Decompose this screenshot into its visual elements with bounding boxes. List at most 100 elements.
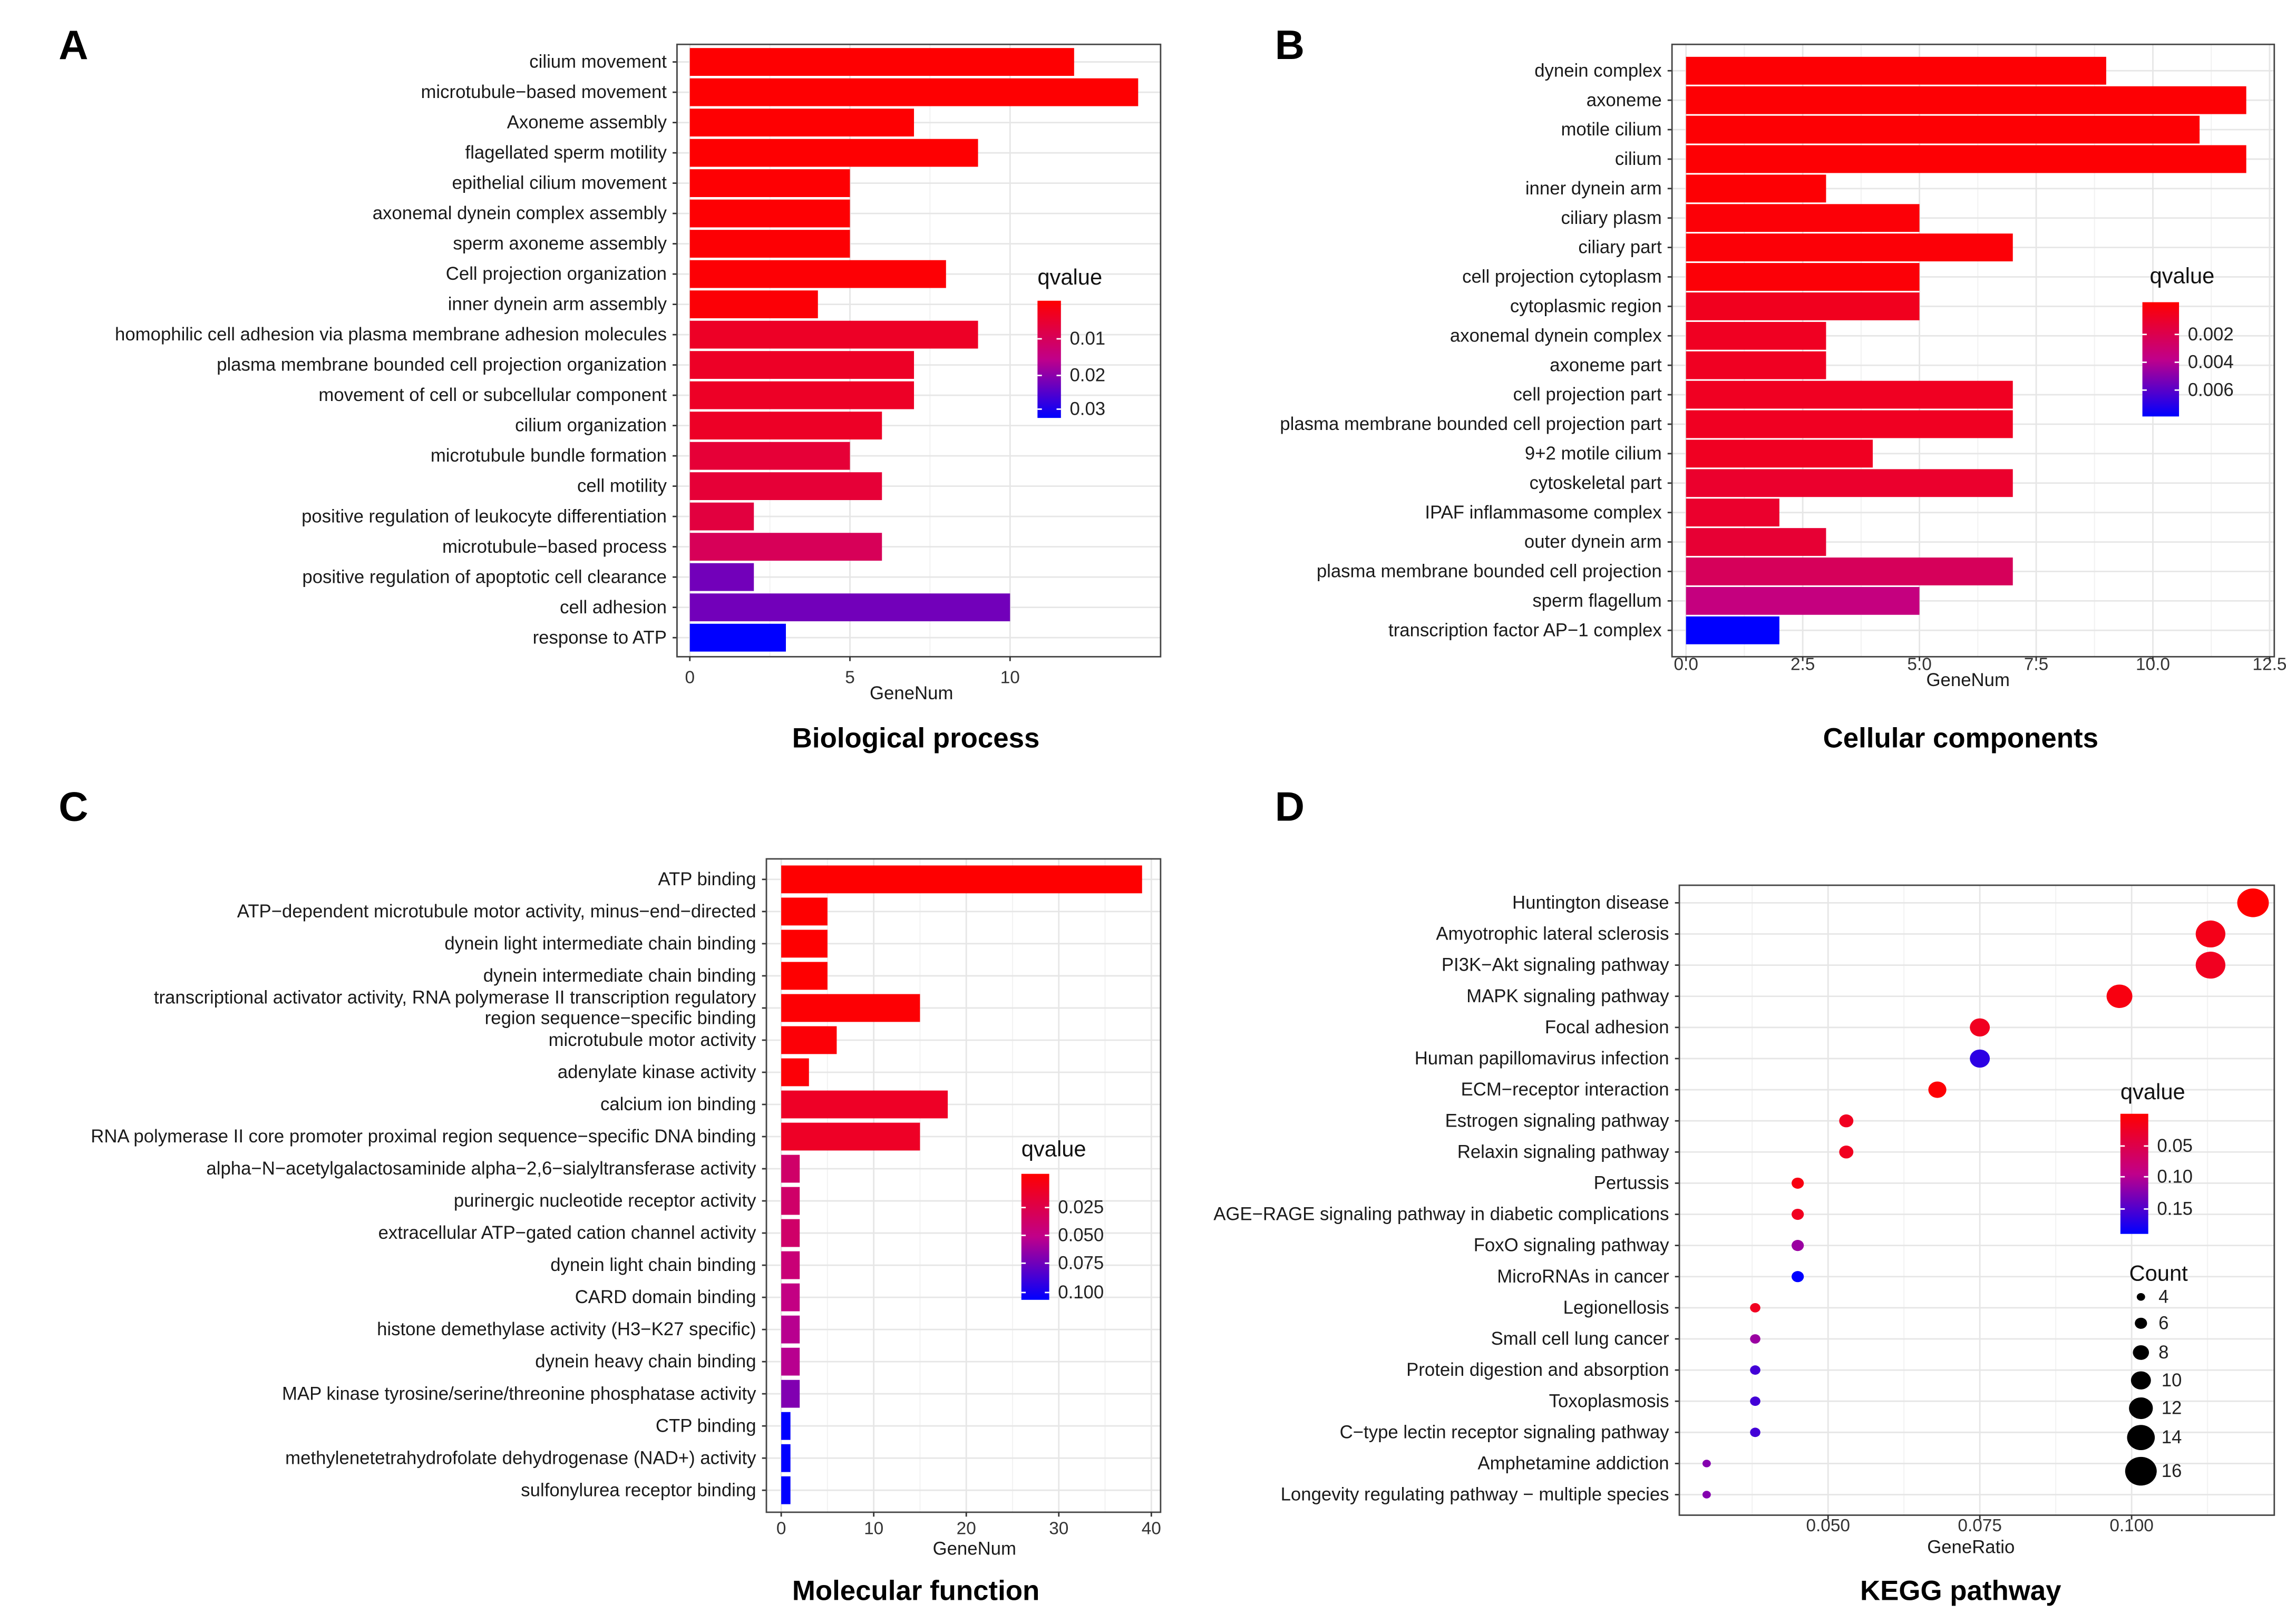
dot	[2195, 952, 2225, 979]
colorbar-label: 0.075	[1058, 1253, 1104, 1273]
category-label-line: IPAF inflammasome complex	[1425, 503, 1661, 523]
size-key-label: 6	[2158, 1313, 2168, 1333]
size-key-dot	[2127, 1425, 2155, 1451]
bar	[1686, 86, 2246, 114]
category-label-line: epithelial cilium movement	[452, 173, 667, 193]
qvalue-legend: qvalue 0.01 0.02 0.03	[1037, 265, 1105, 419]
category-label: Human papillomavirus infection	[1415, 1049, 1669, 1069]
dot	[1750, 1334, 1760, 1344]
bar	[781, 962, 828, 990]
size-key-dot	[2131, 1371, 2151, 1390]
dot	[1970, 1049, 1990, 1068]
category-label: epithelial cilium movement	[452, 173, 667, 193]
category-label: microtubule bundle formation	[431, 446, 667, 466]
size-key-dot	[2135, 1317, 2147, 1329]
category-label: cell adhesion	[560, 598, 667, 618]
category-label: dynein complex	[1534, 61, 1661, 81]
panel-d: Huntington disease Amyotrophic lateral sc…	[1213, 785, 2275, 1607]
panel-title: Molecular function	[792, 1576, 1039, 1607]
dot	[2237, 888, 2269, 917]
category-label: microtubule−based movement	[421, 82, 667, 102]
bar	[781, 1412, 791, 1440]
category-label: plasma membrane bounded cell projection …	[217, 355, 667, 375]
category-label-line: axoneme part	[1550, 355, 1662, 375]
category-label: Cell projection organization	[446, 264, 667, 284]
panel-title: Biological process	[792, 723, 1040, 754]
x-tick-label: 2.5	[1791, 654, 1815, 674]
category-label-line: C−type lectin receptor signaling pathway	[1340, 1422, 1670, 1442]
x-tick-label: 10	[864, 1519, 883, 1539]
dot	[1750, 1427, 1760, 1437]
dot	[1839, 1114, 1854, 1128]
category-label-line: axonemal dynein complex assembly	[373, 203, 667, 223]
bar	[781, 1155, 800, 1183]
category-label: microtubule motor activity	[549, 1030, 757, 1050]
bar	[689, 139, 978, 167]
category-label-line: motile cilium	[1561, 120, 1661, 140]
category-label: cytoskeletal part	[1530, 473, 1662, 493]
category-label: AGE−RAGE signaling pathway in diabetic c…	[1213, 1205, 1669, 1225]
category-label: Longevity regulating pathway − multiple …	[1281, 1485, 1669, 1505]
bar	[1686, 263, 1920, 291]
category-label: cell motility	[577, 476, 667, 496]
x-tick-label: 5.0	[1907, 654, 1931, 674]
category-label-line: dynein complex	[1534, 61, 1661, 81]
size-key-dot	[2133, 1345, 2149, 1360]
category-label-line: Cell projection organization	[446, 264, 667, 284]
bar	[1686, 616, 1779, 644]
bar	[689, 533, 882, 561]
bar	[689, 623, 786, 652]
bar	[781, 1122, 920, 1151]
category-label: response to ATP	[533, 628, 667, 648]
bar	[1686, 586, 1920, 615]
x-tick-label: 10	[1000, 668, 1020, 687]
bar	[781, 1187, 800, 1215]
bar	[1686, 56, 2106, 85]
category-label-line: positive regulation of apoptotic cell cl…	[302, 567, 667, 587]
bar	[1686, 469, 2013, 497]
bar	[781, 1347, 800, 1376]
category-label: Amphetamine addiction	[1477, 1454, 1669, 1474]
bar	[689, 260, 946, 288]
category-label-line: AGE−RAGE signaling pathway in diabetic c…	[1213, 1205, 1669, 1225]
x-axis-label: GeneNum	[1927, 670, 2010, 690]
dot	[1750, 1365, 1760, 1375]
bar	[1686, 321, 1826, 350]
category-label: ciliary plasm	[1561, 208, 1661, 228]
bar	[689, 442, 850, 470]
category-label: ECM−receptor interaction	[1461, 1080, 1669, 1100]
category-label-line: dynein light intermediate chain binding	[444, 934, 756, 954]
category-label: flagellated sperm motility	[465, 143, 667, 163]
legend-title: Count	[2129, 1261, 2188, 1286]
category-label-line: plasma membrane bounded cell projection	[1317, 562, 1662, 582]
plot-border	[1678, 884, 2275, 1516]
dot	[1839, 1146, 1854, 1159]
category-label: inner dynein arm	[1525, 179, 1662, 199]
category-label: C−type lectin receptor signaling pathway	[1340, 1422, 1670, 1442]
x-tick-label: 20	[957, 1519, 976, 1539]
category-label-line: microtubule bundle formation	[431, 446, 667, 466]
dot	[1750, 1396, 1760, 1406]
category-label-line: RNA polymerase II core promoter proximal…	[91, 1127, 756, 1147]
category-label-line: CTP binding	[656, 1416, 756, 1436]
qvalue-legend: qvalue 0.002 0.004 0.006	[2142, 263, 2234, 417]
category-label: MAP kinase tyrosine/serine/threonine pho…	[282, 1384, 756, 1404]
plot-border	[1671, 43, 2275, 658]
legend-title: qvalue	[1022, 1136, 1086, 1161]
category-label-line: microtubule motor activity	[549, 1030, 757, 1050]
x-tick-label: 30	[1049, 1519, 1068, 1539]
category-label-line: Toxoplasmosis	[1549, 1391, 1669, 1411]
bar	[689, 320, 978, 349]
category-label-line: dynein intermediate chain binding	[483, 966, 756, 986]
dot	[1750, 1303, 1760, 1313]
category-label-line: Relaxin signaling pathway	[1457, 1142, 1669, 1162]
category-label: transcription factor AP−1 complex	[1388, 620, 1662, 640]
category-label: Relaxin signaling pathway	[1457, 1142, 1669, 1162]
size-key-dot	[2129, 1397, 2153, 1420]
x-tick-label: 0	[685, 668, 695, 687]
plot-background	[1679, 885, 2274, 1515]
category-label-line: ECM−receptor interaction	[1461, 1080, 1669, 1100]
category-label: microtubule−based process	[442, 537, 667, 557]
legend-title: qvalue	[1037, 265, 1102, 289]
category-label: Toxoplasmosis	[1549, 1391, 1669, 1411]
